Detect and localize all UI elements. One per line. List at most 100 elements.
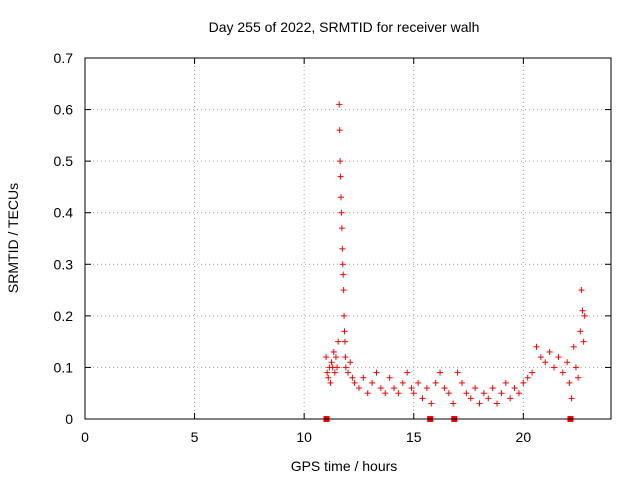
data-point: [533, 343, 540, 350]
data-point: [330, 348, 337, 355]
data-point: [489, 385, 496, 392]
data-point: [342, 364, 349, 371]
data-point: [334, 364, 341, 371]
x-tick-label: 10: [296, 429, 312, 445]
data-point: [419, 395, 426, 402]
data-point: [428, 400, 435, 407]
data-point: [328, 359, 335, 366]
data-point: [467, 395, 474, 402]
x-tick-label: 15: [406, 429, 422, 445]
y-axis-label: SRMTID / TECUs: [5, 183, 21, 293]
x-tick-label: 20: [516, 429, 532, 445]
data-point: [502, 379, 509, 386]
data-point: [335, 338, 342, 345]
data-point: [542, 359, 549, 366]
data-point: [351, 379, 358, 386]
y-tick-label: 0.2: [54, 308, 74, 324]
data-point: [341, 328, 348, 335]
data-point: [437, 369, 444, 376]
data-point: [566, 379, 573, 386]
data-point: [564, 359, 571, 366]
data-point: [551, 364, 558, 371]
data-point: [355, 385, 362, 392]
data-point: [568, 395, 575, 402]
data-point: [579, 307, 586, 314]
data-point: [339, 245, 346, 252]
data-point: [342, 354, 349, 361]
data-point: [450, 400, 457, 407]
data-point: [337, 194, 344, 201]
data-point: [386, 374, 393, 381]
grid: [85, 58, 611, 419]
y-tick-label: 0.6: [54, 102, 74, 118]
data-point: [332, 354, 339, 361]
data-point: [382, 390, 389, 397]
data-point: [364, 390, 371, 397]
data-point: [463, 390, 470, 397]
data-point: [377, 385, 384, 392]
data-point: [507, 395, 514, 402]
data-point: [410, 390, 417, 397]
data-point: [524, 374, 531, 381]
data-point: [338, 209, 345, 216]
data-point: [340, 287, 347, 294]
y-tick-label: 0.1: [54, 359, 74, 375]
data-point: [331, 369, 338, 376]
data-point: [341, 338, 348, 345]
data-point: [415, 379, 422, 386]
data-point: [472, 385, 479, 392]
data-point: [345, 369, 351, 376]
data-point: [577, 328, 584, 335]
y-tick-label: 0.7: [54, 50, 74, 66]
chart-title: Day 255 of 2022, SRMTID for receiver wal…: [209, 19, 480, 35]
y-tick-label: 0.5: [54, 153, 74, 169]
data-point: [325, 374, 332, 381]
data-point: [445, 390, 452, 397]
ticks: 0 5 10 15 20 0 0.1 0.2 0.3 0.4 0.5 0.6 0.7: [54, 50, 611, 445]
data-point: [458, 379, 465, 386]
data-point: [529, 369, 536, 376]
data-point: [559, 369, 566, 376]
data-point: [404, 369, 411, 376]
data-point: [511, 385, 518, 392]
data-point: [485, 395, 492, 402]
data-point: [339, 261, 346, 268]
data-point: [349, 374, 356, 381]
data-point: [570, 343, 577, 350]
data-point: [327, 379, 334, 386]
data-point: [581, 312, 588, 319]
data-point: [537, 354, 544, 361]
data-point: [546, 348, 553, 355]
x-tick-label: 0: [81, 429, 89, 445]
y-tick-label: 0: [65, 411, 73, 427]
data-point: [337, 173, 344, 180]
data-point: [373, 369, 380, 376]
data-point: [336, 127, 343, 134]
data-point: [336, 101, 343, 108]
data-point: [580, 338, 587, 345]
data-point: [324, 369, 331, 376]
data-point: [323, 354, 330, 361]
data-point: [575, 374, 582, 381]
data-point: [480, 390, 487, 397]
data-point: [578, 287, 585, 294]
data-point: [520, 379, 527, 386]
data-point: [572, 364, 579, 371]
data-point: [341, 312, 348, 319]
data-point: [340, 271, 347, 278]
data-point: [391, 385, 398, 392]
data-point: [494, 400, 501, 407]
data-point: [441, 385, 448, 392]
data-point: [555, 354, 562, 361]
data-point: [360, 374, 367, 381]
plot-frame: [84, 57, 612, 420]
data-point: [498, 390, 505, 397]
data-point: [423, 385, 430, 392]
data-point: [347, 359, 354, 366]
y-tick-label: 0.4: [54, 205, 74, 221]
data-point: [399, 379, 406, 386]
data-point: [395, 390, 402, 397]
data-point: [432, 379, 439, 386]
data-point: [476, 400, 483, 407]
